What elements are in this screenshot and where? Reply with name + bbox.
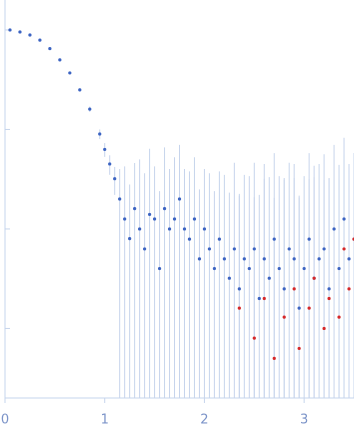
data-point (347, 287, 351, 291)
data-point (342, 217, 346, 221)
data-point (272, 356, 276, 361)
data-point (128, 236, 132, 241)
data-point (297, 306, 301, 310)
data-point (123, 217, 127, 221)
data-point (103, 147, 107, 152)
data-point (113, 177, 117, 181)
data-point (327, 287, 331, 291)
data-point (322, 247, 326, 251)
x-tick-label: 0 (1, 413, 9, 428)
data-point (118, 197, 122, 201)
data-point (133, 207, 137, 211)
data-point (58, 58, 62, 62)
data-point (312, 276, 316, 280)
data-point (18, 30, 22, 34)
data-point (78, 88, 82, 92)
data-point (138, 227, 142, 231)
data-point (332, 227, 336, 231)
data-point (252, 247, 256, 251)
data-point (262, 296, 266, 301)
data-point (222, 257, 226, 261)
data-point (347, 257, 351, 261)
data-point (272, 237, 276, 241)
data-point (237, 306, 241, 310)
data-point (282, 315, 286, 319)
data-point (257, 296, 261, 301)
data-point (182, 227, 187, 231)
data-point (232, 247, 236, 251)
data-point (88, 107, 92, 111)
data-point (327, 296, 331, 301)
data-point (342, 247, 346, 251)
data-point (282, 287, 286, 291)
data-point (307, 237, 311, 241)
data-point (212, 266, 216, 271)
data-point (152, 217, 157, 221)
data-point (297, 346, 301, 351)
data-point (167, 227, 172, 231)
data-point (147, 212, 152, 217)
data-point (237, 287, 241, 291)
data-point (317, 257, 321, 261)
data-point (292, 257, 296, 261)
data-point (187, 237, 192, 241)
data-point (38, 38, 42, 42)
data-point (157, 266, 162, 271)
data-point (217, 237, 221, 241)
data-point (307, 306, 311, 310)
x-tick-label: 3 (300, 413, 308, 428)
data-point (302, 266, 306, 271)
data-point (177, 197, 182, 201)
data-point (28, 33, 32, 37)
x-tick-label: 1 (101, 413, 109, 428)
data-point (242, 257, 246, 261)
x-tick-label: 2 (200, 413, 208, 428)
data-point (227, 276, 231, 280)
data-point (262, 257, 266, 261)
data-point (202, 227, 207, 231)
data-point (207, 247, 212, 251)
data-point (108, 162, 112, 166)
data-point (192, 217, 197, 221)
data-point (48, 46, 52, 51)
data-point (252, 336, 256, 340)
data-point (162, 207, 167, 211)
data-point (322, 326, 326, 331)
data-point (337, 266, 341, 271)
data-point (172, 217, 177, 221)
data-point (267, 276, 271, 280)
data-point (287, 247, 291, 251)
data-point (8, 28, 12, 32)
data-point (292, 287, 296, 291)
data-point (98, 132, 102, 136)
data-point (337, 315, 341, 319)
data-point (277, 266, 281, 271)
data-point (197, 257, 202, 261)
data-point (68, 71, 72, 75)
data-point (143, 247, 147, 251)
data-point (247, 266, 251, 271)
